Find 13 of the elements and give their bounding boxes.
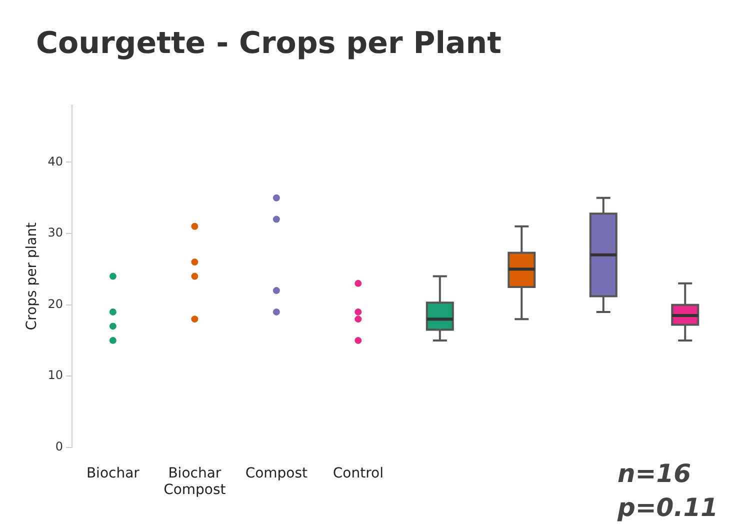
- text: n=16: [617, 458, 692, 490]
- x-tick-label: Biochar: [86, 465, 140, 482]
- x-tick-label: Compost: [245, 465, 308, 482]
- y-tick-label: 40: [48, 154, 64, 168]
- y-axis-title: Crops per plant: [24, 222, 40, 330]
- text: p=0.11: [617, 492, 718, 524]
- y-tick-label: 0: [55, 440, 64, 454]
- y-tick-label: 30: [48, 226, 64, 240]
- x-tick-label: Biochar Compost: [164, 465, 226, 498]
- x-tick-label: Control: [332, 465, 384, 482]
- y-tick-label: 20: [48, 296, 64, 311]
- y-tick-label: 10: [48, 368, 64, 382]
- chart-title: Courgette - Crops per Plant: [36, 26, 502, 61]
